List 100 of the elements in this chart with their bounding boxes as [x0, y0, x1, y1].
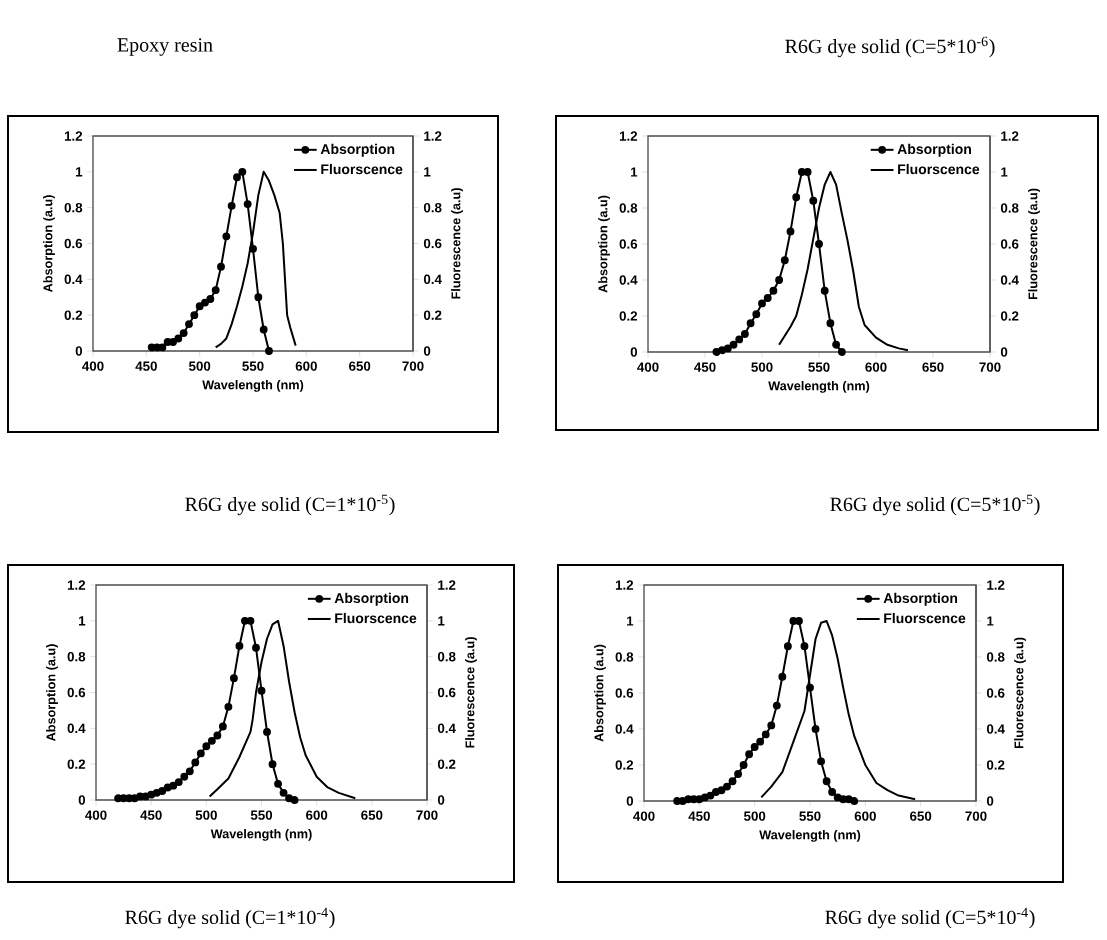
- point: [241, 616, 249, 625]
- point: [761, 730, 770, 739]
- legend-label: Fluorscence: [335, 612, 417, 624]
- y-tick-label: 1: [627, 616, 634, 626]
- y-tick-label: 0.8: [64, 202, 83, 213]
- point: [201, 298, 209, 307]
- x-tick-label: 400: [637, 362, 659, 372]
- point: [767, 721, 776, 730]
- point: [718, 346, 727, 355]
- y-tick-label: 0.2: [67, 759, 86, 769]
- y2-axis-title: Fluorescence (a.u): [1028, 188, 1040, 300]
- point: [786, 227, 795, 236]
- x-tick-label: 700: [416, 810, 438, 820]
- point: [775, 276, 784, 284]
- point: [259, 325, 268, 334]
- y2-tick-label: 0.2: [437, 759, 456, 769]
- point: [820, 286, 829, 295]
- point: [185, 320, 193, 329]
- x-axis-title: Wavelength (nm): [202, 379, 304, 392]
- x-tick-label: 500: [188, 361, 211, 371]
- y2-axis-title: Fluorescence (a.u): [465, 637, 477, 748]
- y-tick-label: 1.2: [64, 131, 83, 141]
- y2-axis-title: Fluorescence (a.u): [451, 188, 463, 299]
- point: [695, 795, 704, 804]
- y2-tick-label: 1.2: [1001, 131, 1019, 141]
- point: [734, 770, 743, 778]
- point: [826, 319, 835, 328]
- point: [222, 232, 231, 241]
- x-tick-label: 550: [808, 362, 830, 372]
- point: [811, 725, 820, 733]
- point: [740, 330, 749, 338]
- point: [190, 311, 199, 320]
- point: [712, 788, 720, 796]
- y2-tick-label: 1: [438, 616, 445, 626]
- point: [147, 790, 156, 799]
- y2-tick-label: 0.2: [986, 760, 1005, 770]
- y-tick-label: 1: [76, 167, 83, 177]
- point: [772, 701, 781, 710]
- y-tick-label: 0.6: [67, 687, 86, 698]
- y-tick-label: 0.4: [615, 724, 634, 734]
- legend-label: Fluorscence: [884, 612, 966, 624]
- x-tick-label: 600: [295, 361, 317, 371]
- point: [769, 286, 778, 295]
- chart-title: R6G dye solid (C=5*10$^{-6}$): [785, 36, 995, 58]
- y2-tick-label: 1.2: [438, 580, 456, 590]
- point: [689, 795, 698, 804]
- legend-label: Absorption: [897, 143, 971, 157]
- point: [268, 760, 277, 769]
- point: [717, 786, 726, 795]
- point: [152, 788, 161, 797]
- y-tick-label: 0.2: [64, 310, 83, 320]
- point: [837, 348, 846, 356]
- point: [678, 797, 687, 805]
- y2-tick-label: 0: [423, 346, 431, 356]
- y2-axis-title: Fluorescence (a.u): [1014, 637, 1026, 749]
- point: [180, 772, 189, 781]
- y-tick-label: 0.8: [619, 203, 638, 213]
- y2-tick-label: 1: [987, 616, 994, 626]
- x-tick-label: 450: [140, 810, 162, 820]
- x-tick-label: 400: [85, 810, 107, 820]
- point: [745, 750, 754, 759]
- text: R6G dye solid (C=5*10$^{-5}$): [830, 494, 1040, 516]
- point: [233, 173, 241, 182]
- point: [285, 794, 294, 803]
- y-axis-title: Absorption (a.u): [46, 644, 58, 742]
- y-tick-label: 0.2: [619, 311, 638, 321]
- x-tick-label: 700: [402, 361, 424, 371]
- y2-tick-label: 0.4: [1000, 275, 1019, 285]
- point: [783, 642, 792, 651]
- point: [763, 294, 772, 302]
- y2-tick-label: 1: [1001, 167, 1008, 177]
- y2-tick-label: 0: [437, 795, 445, 805]
- point: [850, 797, 859, 805]
- y-tick-label: 1.2: [67, 580, 86, 590]
- y-tick-label: 0: [626, 796, 634, 806]
- y2-tick-label: 1: [424, 167, 431, 177]
- y-tick-label: 0: [78, 795, 86, 805]
- y-tick-label: 0.6: [619, 239, 638, 249]
- y-axis-title: Absorption (a.u): [598, 195, 610, 293]
- point: [800, 642, 809, 651]
- y-tick-label: 0.4: [67, 723, 86, 734]
- x-tick-label: 650: [910, 811, 932, 821]
- x-tick-label: 600: [306, 810, 328, 820]
- point: [809, 196, 818, 205]
- y2-tick-label: 0.6: [1000, 239, 1019, 249]
- point: [174, 778, 183, 787]
- point: [218, 722, 227, 731]
- x-tick-label: 400: [82, 361, 104, 371]
- point: [290, 796, 299, 804]
- x-tick-label: 450: [135, 361, 157, 371]
- point: [279, 788, 288, 797]
- legend-label: Absorption: [334, 592, 409, 606]
- point: [795, 617, 803, 625]
- y2-tick-label: 0.2: [1000, 311, 1019, 321]
- y2-tick-label: 0: [1000, 347, 1008, 357]
- y-axis-title: Absorption (a.u): [594, 644, 606, 742]
- text: R6G dye solid (C=1*10$^{-4}$): [125, 907, 335, 929]
- point: [238, 167, 247, 176]
- point: [217, 262, 225, 271]
- text: R6G dye solid (C=5*10$^{-4}$): [825, 907, 1035, 929]
